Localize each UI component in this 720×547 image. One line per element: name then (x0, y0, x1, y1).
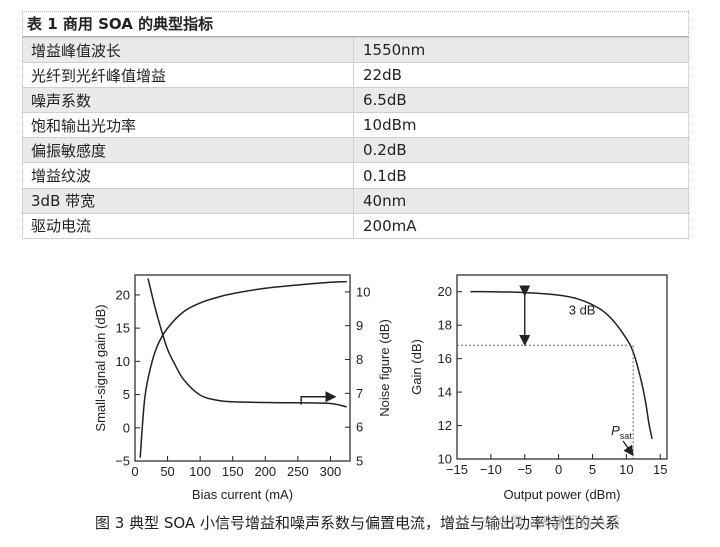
table-row: 饱和输出光功率 10dBm (22, 112, 689, 139)
x-axis-label: Bias current (mA) (192, 487, 293, 502)
output-power-chart: −15 −10 −5 0 5 10 15 10 12 14 16 18 20 Output power (… (409, 274, 668, 502)
spec-name: 光纤到光纤峰值增益 (22, 62, 354, 89)
spec-value: 1550nm (353, 36, 689, 64)
x-tick-label: 0 (555, 462, 562, 477)
y-tick-label: 5 (123, 387, 130, 402)
x-tick-label: 10 (619, 462, 633, 477)
noise-figure-series-line (147, 278, 347, 408)
x-tick-label: 15 (653, 462, 667, 477)
spec-value: 22dB (353, 62, 689, 89)
spec-name: 3dB 带宽 (22, 187, 354, 214)
x-tick-label: 200 (254, 464, 276, 479)
y-tick-label: 14 (438, 385, 452, 400)
spec-name: 偏振敏感度 (22, 137, 354, 164)
y-tick-label: 10 (438, 452, 452, 467)
psat-arrow (622, 440, 634, 457)
x-tick-label: −15 (446, 462, 468, 477)
bias-current-chart: 0 50 100 150 200 250 300−5051015205678910Bias … (93, 274, 392, 502)
table-row: 偏振敏感度 0.2dB (22, 137, 689, 164)
spec-value: 0.2dB (353, 137, 689, 164)
y2-tick-label: 6 (356, 420, 363, 435)
y2-tick-label: 8 (356, 352, 363, 367)
x-tick-label: −10 (480, 462, 502, 477)
y2-tick-label: 9 (356, 318, 363, 333)
figure-caption: 图 3 典型 SOA 小信号增益和噪声系数与偏置电流，增益与输出功率特性的关系 (95, 514, 620, 532)
x-tick-label: 100 (189, 464, 211, 479)
x-axis-label: Output power (dBm) (503, 487, 620, 502)
spec-value: 0.1dB (353, 162, 689, 189)
psat-label: Psat (611, 423, 632, 441)
spec-name: 驱动电流 (22, 212, 354, 239)
plot-frame (134, 274, 351, 462)
spec-value: 200mA (353, 212, 689, 239)
plot-frame (456, 274, 668, 460)
table-row: 光纤到光纤峰值增益 22dB (22, 62, 689, 89)
y-tick-label: 15 (116, 321, 130, 336)
y-tick-label: 16 (438, 351, 452, 366)
table-row: 3dB 带宽 40nm (22, 187, 689, 214)
watermark: 公众号 · 天津见合八方 (482, 515, 622, 531)
spec-value: 40nm (353, 187, 689, 214)
spec-value: 6.5dB (353, 87, 689, 114)
table-title: 表 1 商用 SOA 的典型指标 (22, 11, 689, 37)
y2-tick-label: 7 (356, 386, 363, 401)
x-tick-label: 250 (287, 464, 309, 479)
table-row: 噪声系数 6.5dB (22, 87, 689, 114)
y-tick-label: 12 (438, 418, 452, 433)
spec-name: 增益峰值波长 (22, 36, 354, 64)
gain-series-line (139, 280, 347, 458)
table-row: 驱动电流 200mA (22, 212, 689, 239)
y-tick-label: 20 (116, 287, 130, 302)
y-axis-label: Gain (dB) (409, 339, 424, 395)
x-tick-label: −5 (517, 462, 532, 477)
spec-name: 饱和输出光功率 (22, 112, 354, 139)
right-axis-arrow (300, 391, 337, 405)
y-tick-label: 18 (438, 318, 452, 333)
spec-name: 增益纹波 (22, 162, 354, 189)
three-db-label: 3 dB (569, 302, 596, 317)
specs-table: 表 1 商用 SOA 的典型指标 增益峰值波长 1550nm 光纤到光纤峰值增益 22… (22, 11, 689, 239)
y-tick-label: 20 (438, 284, 452, 299)
x-tick-label: 300 (320, 464, 342, 479)
y-axis-label: Small-signal gain (dB) (93, 304, 108, 431)
spec-name: 噪声系数 (22, 87, 354, 114)
table-row: 增益纹波 0.1dB (22, 162, 689, 189)
spec-value: 10dBm (353, 112, 689, 139)
y-tick-label: 0 (123, 420, 130, 435)
gain-series-line (470, 290, 653, 440)
y-tick-label: −5 (115, 454, 130, 469)
x-tick-label: 0 (131, 464, 138, 479)
specs-grid: 增益峰值波长 1550nm 光纤到光纤峰值增益 22dB 噪声系数 6.5dB 饱和输出光功… (22, 36, 689, 239)
x-tick-label: 5 (589, 462, 596, 477)
y2-axis-label: Noise figure (dB) (377, 319, 392, 417)
y2-tick-label: 5 (356, 454, 363, 469)
y2-tick-label: 10 (356, 284, 370, 299)
x-tick-label: 150 (222, 464, 244, 479)
y-tick-label: 10 (116, 354, 130, 369)
x-tick-label: 50 (160, 464, 174, 479)
table-row: 增益峰值波长 1550nm (22, 36, 689, 64)
